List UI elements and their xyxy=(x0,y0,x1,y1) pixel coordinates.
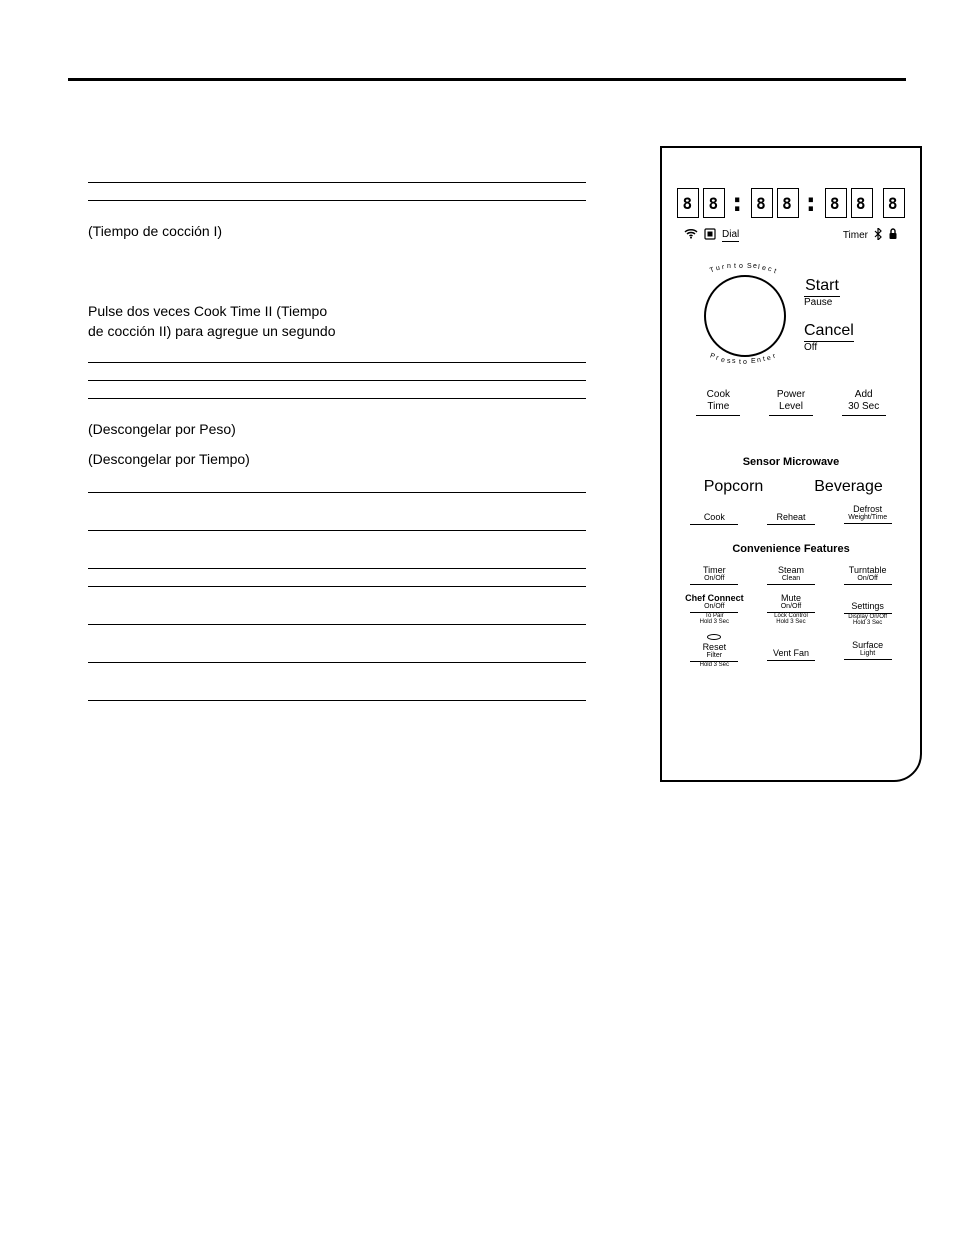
dial-circle[interactable] xyxy=(704,275,786,357)
cook-time-2-line1: Pulse dos veces Cook Time II (Tiempo xyxy=(88,301,586,321)
settings-button[interactable]: Settings Display On/Off Hold 3 Sec xyxy=(829,589,906,630)
sensor-grid: Popcorn Beverage Cook Reheat Defrost Wei… xyxy=(676,474,906,529)
blank-rule xyxy=(88,475,586,493)
defrost-button[interactable]: Defrost Weight/Time xyxy=(829,500,906,529)
sensor-cook-button[interactable]: Cook xyxy=(676,500,753,529)
digit-display: 8 8 : 8 8 : 8 8 8 xyxy=(676,188,906,218)
beverage-button[interactable]: Beverage xyxy=(791,474,906,500)
start-button[interactable]: Start xyxy=(804,277,898,297)
off-button[interactable]: Off xyxy=(804,342,898,353)
blank-rule xyxy=(88,683,586,701)
main-buttons-row: Cook Time Power Level Add 30 Sec xyxy=(676,389,906,416)
mute-button[interactable]: Mute On/Off Lock Control Hold 3 Sec xyxy=(753,589,830,630)
digit: 8 xyxy=(703,188,725,218)
digit: 8 xyxy=(751,188,773,218)
popcorn-button[interactable]: Popcorn xyxy=(676,474,791,500)
defrost-weight-label: (Descongelar por Peso) xyxy=(88,419,586,439)
blank-rule xyxy=(88,551,586,569)
stop-icon xyxy=(704,228,716,243)
digit: 8 xyxy=(883,188,905,218)
timer-indicator: Timer xyxy=(843,230,868,241)
cancel-button[interactable]: Cancel xyxy=(804,322,898,342)
blank-rule xyxy=(88,183,586,201)
digit: 8 xyxy=(677,188,699,218)
status-row: Dial Timer xyxy=(676,228,906,243)
sensor-section-title: Sensor Microwave xyxy=(676,456,906,468)
convenience-section-title: Convenience Features xyxy=(676,543,906,555)
digit: 8 xyxy=(851,188,873,218)
wifi-icon xyxy=(684,229,698,242)
dial-indicator: Dial xyxy=(722,229,739,242)
blank-rule xyxy=(88,513,586,531)
power-level-button[interactable]: Power Level xyxy=(755,389,828,416)
digit: 8 xyxy=(777,188,799,218)
cook-time-button[interactable]: Cook Time xyxy=(682,389,755,416)
dial-knob[interactable]: T u r n t o S e l e c t P r e s s t xyxy=(702,265,788,369)
blank-rule xyxy=(88,363,586,381)
digit: 8 xyxy=(825,188,847,218)
vent-fan-button[interactable]: Vent Fan xyxy=(753,630,830,672)
colon: : xyxy=(729,188,747,218)
reset-filter-button[interactable]: Reset Filter Hold 3 Sec xyxy=(676,630,753,672)
blank-rule xyxy=(88,345,586,363)
cook-time-2-line2: de cocción II) para agregue un segundo xyxy=(88,321,586,341)
blank-rule xyxy=(88,645,586,663)
blank-rule xyxy=(88,381,586,399)
blank-rule xyxy=(88,165,586,183)
steam-clean-button[interactable]: Steam Clean xyxy=(753,561,830,589)
page-top-rule xyxy=(68,78,906,81)
chef-connect-button[interactable]: Chef Connect On/Off To Pair Hold 3 Sec xyxy=(676,589,753,630)
dial-area: T u r n t o S e l e c t P r e s s t xyxy=(676,265,906,369)
add-30-sec-button[interactable]: Add 30 Sec xyxy=(827,389,900,416)
bluetooth-icon xyxy=(874,228,882,243)
filter-indicator-icon xyxy=(707,634,721,640)
cook-time-1-label: (Tiempo de cocción I) xyxy=(88,221,586,241)
timer-onoff-button[interactable]: Timer On/Off xyxy=(676,561,753,589)
pause-button[interactable]: Pause xyxy=(804,297,898,308)
blank-rule xyxy=(88,569,586,587)
left-text-column: (Tiempo de cocción I) Pulse dos veces Co… xyxy=(88,165,586,701)
sensor-reheat-button[interactable]: Reheat xyxy=(753,500,830,529)
lock-icon xyxy=(888,228,898,243)
blank-rule xyxy=(88,607,586,625)
colon: : xyxy=(803,188,821,218)
surface-light-button[interactable]: Surface Light xyxy=(829,630,906,672)
turntable-button[interactable]: Turntable On/Off xyxy=(829,561,906,589)
convenience-grid: Timer On/Off Steam Clean Turntable On/Of… xyxy=(676,561,906,672)
microwave-control-panel: 8 8 : 8 8 : 8 8 8 Dial Timer xyxy=(660,146,922,782)
defrost-time-label: (Descongelar por Tiempo) xyxy=(88,449,586,469)
